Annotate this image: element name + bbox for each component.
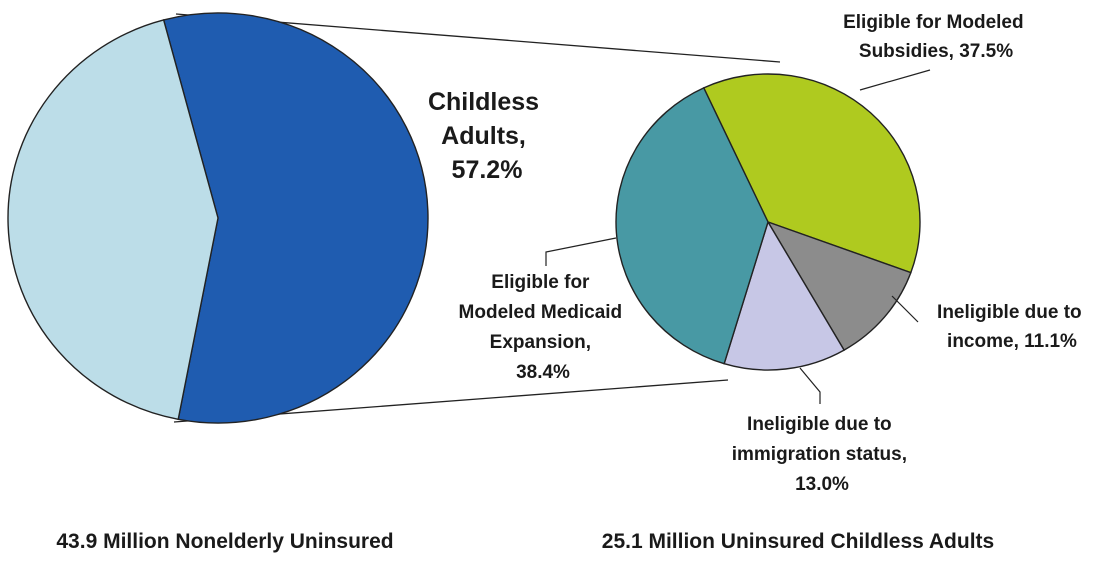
right-pie-slice-1 xyxy=(766,220,912,352)
leader-lines xyxy=(545,69,931,404)
label-line: income, 11.1% xyxy=(947,331,1077,352)
label-line: 57.2% xyxy=(452,156,523,184)
leader-line-2 xyxy=(799,367,821,404)
leader-line-0 xyxy=(859,69,931,91)
slice-label-ineligible-immigration: Ineligible due to immigration status, 13… xyxy=(732,414,913,495)
label-line: Adults, xyxy=(441,122,526,150)
leader-line-1 xyxy=(891,295,919,323)
slice-label-modeled-subsidies: Eligible for Modeled Subsidies, 37.5% xyxy=(843,12,1029,62)
label-line: immigration status, xyxy=(732,444,907,465)
label-line: Expansion, xyxy=(490,332,591,353)
leader-line-3 xyxy=(545,237,617,266)
right-pie-slice-2 xyxy=(723,220,846,371)
label-line: Modeled Medicaid xyxy=(459,302,623,323)
label-line: 38.4% xyxy=(516,362,570,383)
label-line: Subsidies, 37.5% xyxy=(859,41,1013,62)
slice-label-childless-adults: Childless Adults, 57.2% xyxy=(428,88,546,184)
right-pie-slice-0 xyxy=(702,73,921,274)
caption-left-pie: 43.9 Million Nonelderly Uninsured xyxy=(56,530,393,553)
label-line: 13.0% xyxy=(795,474,849,495)
label-line: Ineligible due to xyxy=(937,302,1082,323)
slice-label-medicaid-expansion: Eligible for Modeled Medicaid Expansion,… xyxy=(459,272,628,383)
left-pie xyxy=(7,12,429,424)
label-line: Eligible for Modeled xyxy=(843,12,1024,33)
label-line: Eligible for xyxy=(491,272,590,293)
right-pie-slice-3 xyxy=(615,86,769,365)
left-pie-slice-0 xyxy=(162,12,429,424)
slice-label-ineligible-income: Ineligible due to income, 11.1% xyxy=(937,302,1087,352)
label-line: Ineligible due to xyxy=(747,414,892,435)
label-line: Childless xyxy=(428,88,539,116)
left-pie-slice-1 xyxy=(7,19,219,421)
right-pie xyxy=(615,73,921,371)
caption-right-pie: 25.1 Million Uninsured Childless Adults xyxy=(602,530,994,553)
